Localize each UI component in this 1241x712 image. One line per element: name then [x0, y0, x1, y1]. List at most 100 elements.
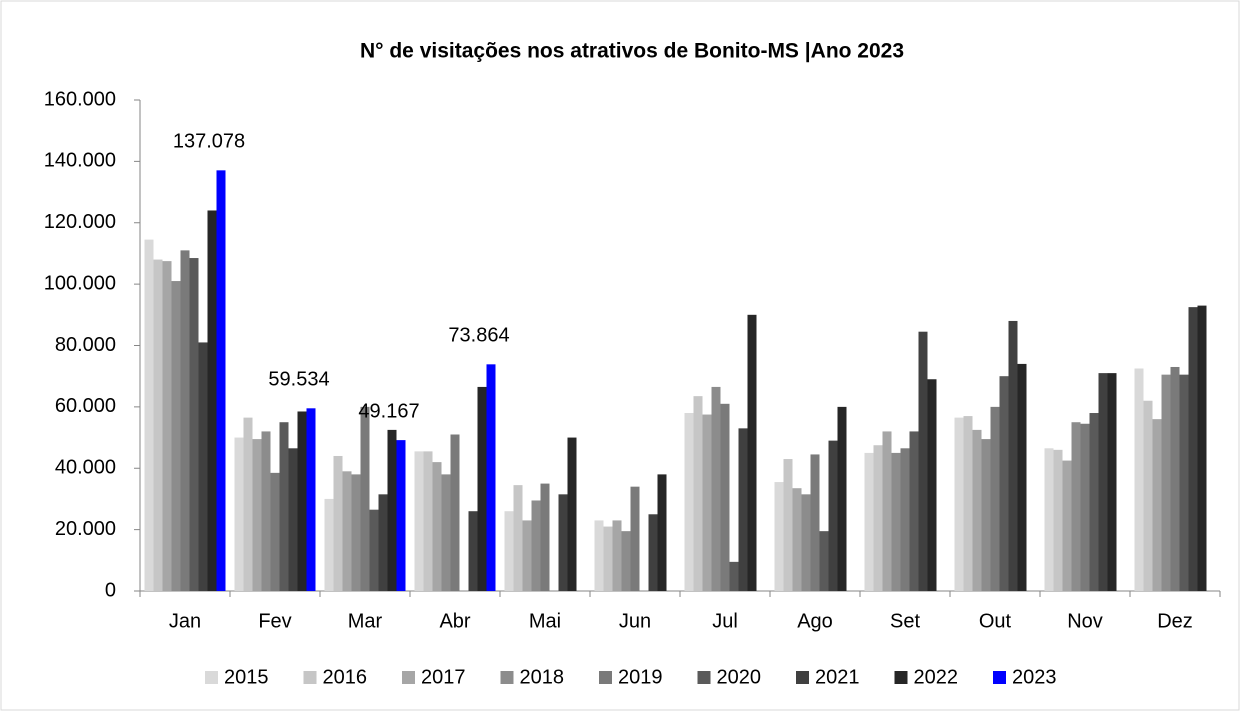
bar — [1152, 419, 1162, 591]
bar — [1098, 373, 1108, 591]
legend-swatch — [205, 671, 218, 684]
bar — [441, 474, 451, 591]
legend-label: 2020 — [717, 666, 762, 688]
bar — [423, 451, 433, 591]
bar — [180, 250, 190, 591]
bar — [603, 526, 613, 591]
bar — [648, 514, 658, 591]
bar — [144, 239, 154, 592]
bar — [270, 472, 280, 591]
bar — [369, 509, 379, 591]
bar — [909, 431, 919, 591]
bar — [306, 408, 316, 591]
bar — [972, 429, 982, 591]
bar — [333, 455, 343, 591]
bar — [927, 379, 937, 591]
x-tick-label: Mai — [529, 610, 561, 632]
y-tick-label: 40.000 — [55, 457, 116, 479]
bar — [198, 342, 208, 591]
x-tick-label: Jun — [619, 610, 651, 632]
bar — [360, 406, 370, 591]
legend-swatch — [993, 671, 1006, 684]
y-tick-label: 160.000 — [44, 88, 116, 110]
legend-label: 2019 — [618, 666, 663, 688]
bar — [630, 486, 640, 591]
bar — [279, 422, 289, 591]
bar — [1062, 460, 1072, 591]
x-tick-label: Out — [979, 610, 1012, 632]
bar — [1080, 423, 1090, 591]
bar — [819, 531, 829, 591]
data-label: 137.078 — [173, 131, 245, 153]
bar — [207, 210, 217, 591]
bar — [828, 440, 838, 591]
legend-swatch — [697, 671, 711, 684]
bar — [1179, 374, 1189, 591]
bar — [504, 511, 514, 591]
legend-swatch — [796, 671, 809, 684]
data-label: 73.864 — [448, 325, 509, 347]
bar — [432, 462, 442, 591]
legend-label: 2016 — [323, 666, 368, 688]
bar — [837, 406, 847, 591]
bar — [873, 445, 883, 591]
legend-label: 2018 — [520, 666, 565, 688]
y-tick-label: 20.000 — [55, 518, 116, 540]
bar — [243, 417, 253, 591]
bar — [1044, 448, 1054, 591]
bar — [513, 485, 523, 591]
bar — [954, 417, 964, 591]
bar — [468, 511, 478, 591]
bar — [189, 258, 199, 591]
bar — [162, 261, 172, 591]
legend-swatch — [599, 671, 612, 684]
bar — [864, 452, 874, 591]
legend-swatch — [500, 671, 514, 684]
bar — [252, 439, 262, 591]
bar — [963, 416, 973, 591]
x-tick-label: Abr — [439, 610, 470, 632]
bar — [1143, 400, 1153, 591]
y-tick-label: 100.000 — [44, 272, 116, 294]
x-tick-label: Mar — [348, 610, 383, 632]
bar — [810, 454, 820, 591]
bar — [1170, 366, 1180, 591]
y-tick-label: 120.000 — [44, 211, 116, 233]
bar — [297, 411, 307, 591]
bar — [522, 520, 532, 591]
bar — [729, 561, 739, 591]
bar — [171, 281, 181, 591]
bar — [693, 396, 703, 591]
bar — [783, 459, 793, 591]
bar — [747, 314, 757, 591]
legend-label: 2015 — [224, 666, 269, 688]
bar — [774, 482, 784, 591]
bar — [792, 488, 802, 591]
bar — [153, 259, 163, 591]
bar — [387, 429, 397, 591]
bar — [891, 452, 901, 591]
data-label: 59.534 — [268, 369, 329, 391]
x-tick-label: Jan — [169, 610, 201, 632]
bar — [261, 431, 271, 591]
bar — [990, 406, 1000, 591]
bar — [1053, 449, 1063, 591]
x-tick-label: Jul — [712, 610, 738, 632]
bar — [738, 428, 748, 591]
bar — [540, 483, 550, 591]
legend-swatch — [402, 671, 415, 684]
x-tick-label: Fev — [258, 610, 291, 632]
y-tick-label: 140.000 — [44, 150, 116, 172]
bar — [981, 439, 991, 591]
bar — [1107, 373, 1117, 591]
bar — [396, 440, 406, 591]
bar — [351, 474, 361, 591]
bar — [612, 520, 622, 591]
bar — [684, 413, 694, 591]
bar — [1017, 363, 1027, 591]
y-tick-label: 60.000 — [55, 395, 116, 417]
legend-label: 2021 — [815, 666, 860, 688]
bar — [558, 494, 568, 591]
y-tick-label: 80.000 — [55, 334, 116, 356]
